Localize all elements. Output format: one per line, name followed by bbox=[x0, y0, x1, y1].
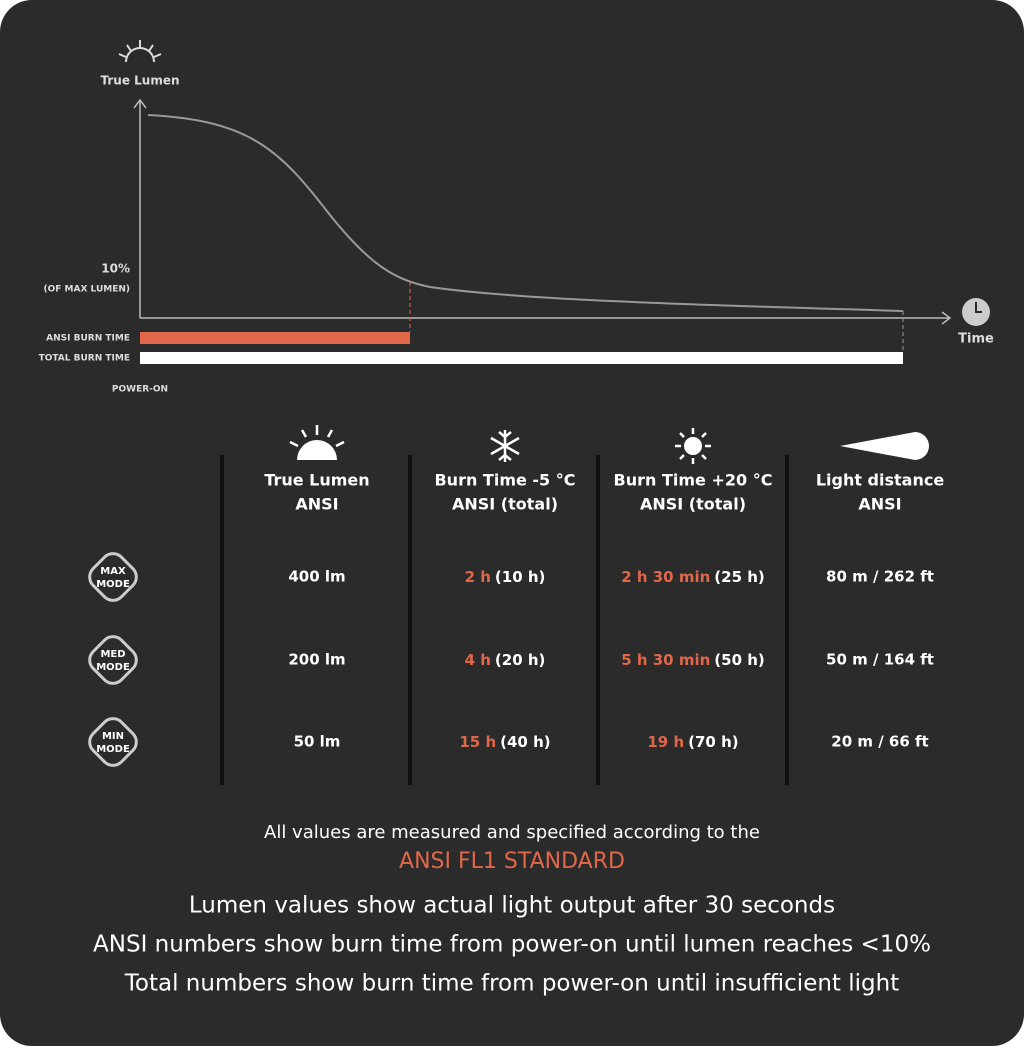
x-label: Time bbox=[958, 332, 994, 347]
sun-icon bbox=[118, 40, 162, 63]
column-header: Burn Time +20 °C bbox=[614, 471, 773, 490]
mode-badge bbox=[88, 552, 138, 602]
cell: 200 lm bbox=[288, 651, 345, 669]
ansi-time: 15 h bbox=[459, 733, 496, 751]
axes bbox=[133, 98, 952, 325]
mode-label: MODE bbox=[96, 744, 130, 755]
mode-label: MODE bbox=[96, 579, 130, 590]
ansi-time: 2 h bbox=[465, 568, 491, 586]
total-time: (10 h) bbox=[495, 568, 546, 586]
total-time: (70 h) bbox=[688, 733, 739, 751]
column-header: True Lumen bbox=[264, 471, 369, 490]
lumen-curve bbox=[147, 114, 904, 312]
mode-badge bbox=[88, 717, 138, 767]
footer-line: Lumen values show actual light output af… bbox=[189, 893, 835, 919]
cell: 50 m / 164 ft bbox=[826, 651, 934, 669]
column-header: Burn Time -5 °C bbox=[434, 471, 575, 490]
mode-label: MIN bbox=[102, 731, 124, 742]
cell: 2 h (10 h) bbox=[465, 568, 546, 586]
ansi-time: 4 h bbox=[465, 651, 491, 669]
column-header: ANSI (total) bbox=[452, 495, 558, 514]
threshold-sub: (OF MAX LUMEN) bbox=[43, 285, 130, 295]
total-bar bbox=[140, 352, 903, 364]
ansi-time: 5 h 30 min bbox=[621, 651, 710, 669]
cell: 50 lm bbox=[294, 733, 341, 751]
footer-note: All values are measured and specified ac… bbox=[264, 822, 760, 843]
total-time: (40 h) bbox=[500, 733, 551, 751]
column-header: ANSI (total) bbox=[640, 495, 746, 514]
mode-label: MODE bbox=[96, 662, 130, 673]
ansi-time: 2 h 30 min bbox=[621, 568, 710, 586]
bar-label: ANSI BURN TIME bbox=[46, 334, 130, 344]
bar-label: TOTAL BURN TIME bbox=[39, 354, 130, 364]
origin-label: POWER-ON bbox=[112, 385, 168, 395]
mode-badge bbox=[88, 635, 138, 685]
footer-line: Total numbers show burn time from power-… bbox=[124, 971, 899, 997]
cell: 20 m / 66 ft bbox=[831, 733, 928, 751]
cell: 15 h (40 h) bbox=[459, 733, 550, 751]
column-header: ANSI bbox=[858, 495, 901, 514]
footer-line: ANSI numbers show burn time from power-o… bbox=[93, 932, 931, 958]
header-icons bbox=[289, 425, 929, 464]
table: True Lumen ANSI Burn Time -5 °C ANSI (total… bbox=[88, 471, 945, 767]
threshold-label: 10% bbox=[101, 262, 130, 276]
total-time: (20 h) bbox=[495, 651, 546, 669]
column-header: ANSI bbox=[295, 495, 338, 514]
clock-hands bbox=[975, 302, 982, 313]
separators bbox=[220, 455, 789, 785]
cell: 80 m / 262 ft bbox=[826, 568, 934, 586]
cell: 400 lm bbox=[288, 568, 345, 586]
column-header: Light distance bbox=[816, 471, 945, 490]
footer-standard: ANSI FL1 STANDARD bbox=[399, 849, 625, 874]
cell: 2 h 30 min (25 h) bbox=[621, 568, 765, 586]
cell: 5 h 30 min (50 h) bbox=[621, 651, 765, 669]
cell: 4 h (20 h) bbox=[465, 651, 546, 669]
cell: 19 h (70 h) bbox=[647, 733, 738, 751]
ansi-time: 19 h bbox=[647, 733, 684, 751]
y-label: True Lumen bbox=[100, 74, 179, 88]
ansi-bar bbox=[140, 332, 410, 344]
mode-label: MED bbox=[100, 649, 125, 660]
total-time: (25 h) bbox=[714, 568, 765, 586]
total-time: (50 h) bbox=[714, 651, 765, 669]
mode-label: MAX bbox=[100, 566, 126, 577]
